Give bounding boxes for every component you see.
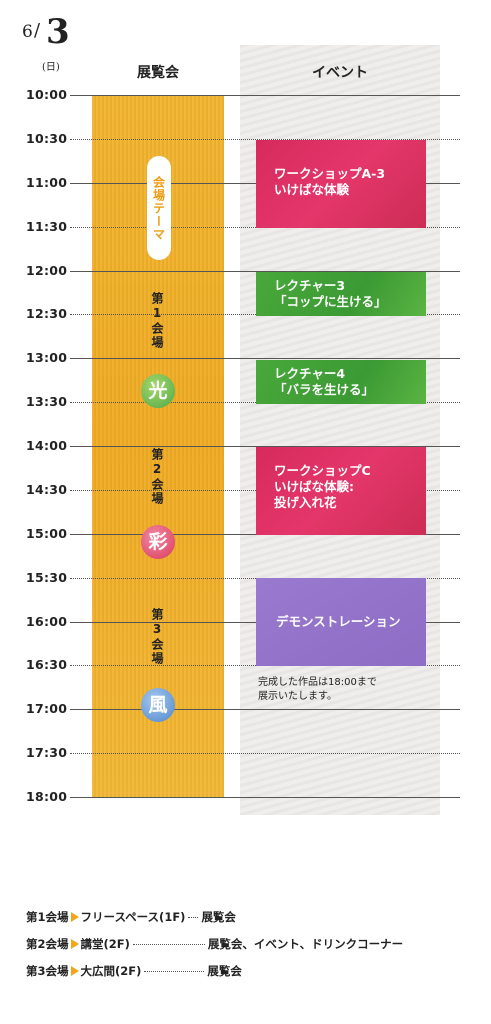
event-demonstration: デモンストレーション (256, 578, 426, 666)
hour-line (70, 95, 460, 96)
arrow-icon (70, 966, 79, 976)
time-label: 13:00 (26, 350, 68, 366)
hour-line (70, 270, 460, 272)
time-label: 15:00 (26, 525, 68, 541)
footer-venue-name: 第3会場 (26, 964, 69, 978)
arrow-icon (70, 939, 79, 949)
venue-1-symbol: 光 (141, 374, 175, 408)
note-line-2: 展示いたします。 (258, 691, 337, 702)
footer-venue-2: 第2会場 講堂(2F) 展覧会、イベント、ドリンクコーナー (26, 936, 403, 952)
event-subtitle: いけばな体験 (274, 182, 350, 197)
venue-2-title: 第2会場 (150, 448, 164, 506)
time-label: 11:00 (26, 174, 68, 190)
time-label: 16:30 (26, 657, 68, 673)
footer-venue-1: 第1会場 フリースペース(1F) 展覧会 (26, 909, 236, 925)
time-label: 14:30 (26, 481, 68, 497)
note-line-1: 完成した作品は18:00まで (258, 677, 377, 688)
hour-line (70, 446, 460, 447)
event-lecture-4: レクチャー4 「バラを生ける」 (256, 360, 426, 404)
footer-content: 展覧会 (201, 910, 236, 924)
dotted-leader (188, 917, 199, 918)
exhibit-header: 展覧会 (137, 65, 179, 81)
event-workshop-c: ワークショップC いけばな体験: 投げ入れ花 (256, 447, 426, 535)
event-subtitle-2: 投げ入れ花 (274, 495, 337, 510)
time-label: 12:00 (26, 262, 68, 278)
event-subtitle: 「バラを生ける」 (274, 382, 375, 397)
time-label: 10:00 (26, 87, 68, 102)
date-day: 3 (46, 12, 70, 52)
venue-3-title: 第3会場 (150, 608, 164, 666)
time-label: 17:30 (26, 745, 68, 761)
event-lecture-3: レクチャー3 「コップに生ける」 (256, 272, 426, 316)
footer-place: 大広間(2F) (80, 964, 142, 978)
dotted-leader (132, 944, 205, 945)
event-note: 完成した作品は18:00まで 展示いたします。 (258, 676, 377, 704)
footer-place: 講堂(2F) (80, 937, 130, 951)
event-title: レクチャー3 (274, 278, 346, 293)
time-label: 17:00 (26, 701, 68, 717)
hour-line (70, 358, 460, 360)
event-title: デモンストレーション (276, 614, 401, 629)
event-title: レクチャー4 (274, 366, 346, 381)
event-header: イベント (312, 65, 368, 81)
footer-venue-3: 第3会場 大広間(2F) 展覧会 (26, 963, 242, 979)
hour-line (70, 709, 460, 711)
event-title: ワークショップC (274, 463, 371, 478)
time-label: 12:30 (26, 306, 68, 322)
time-label: 10:30 (26, 130, 68, 146)
date-weekday: (日) (42, 62, 60, 73)
event-workshop-a3: ワークショップA-3 いけばな体験 (256, 140, 426, 228)
theme-label: 会場テーマ (147, 156, 171, 260)
venue-2-symbol: 彩 (141, 525, 175, 559)
arrow-icon (70, 912, 79, 922)
footer-content: 展覧会 (207, 964, 242, 978)
hour-line (70, 797, 460, 798)
footer-venue-name: 第2会場 (26, 937, 69, 951)
date-month: 6 (22, 22, 33, 42)
venue-3-symbol: 風 (141, 688, 175, 722)
footer-place: フリースペース(1F) (80, 910, 186, 924)
footer-content: 展覧会、イベント、ドリンクコーナー (207, 937, 404, 951)
time-label: 18:00 (26, 789, 68, 804)
half-hour-line (70, 138, 460, 140)
time-label: 14:00 (26, 438, 68, 453)
venue-1-title: 第1会場 (150, 292, 164, 350)
date-slash: / (34, 20, 41, 41)
theme-label-text: 会場テーマ (151, 175, 166, 241)
time-label: 16:00 (26, 613, 68, 629)
half-hour-line (70, 753, 460, 755)
time-label: 11:30 (26, 218, 68, 234)
dotted-leader (144, 971, 205, 972)
footer-venue-name: 第1会場 (26, 910, 69, 924)
event-subtitle: いけばな体験: (274, 479, 354, 494)
event-title: ワークショップA-3 (274, 166, 386, 181)
time-label: 15:30 (26, 569, 68, 585)
time-label: 13:30 (26, 394, 68, 410)
event-subtitle: 「コップに生ける」 (274, 294, 387, 309)
